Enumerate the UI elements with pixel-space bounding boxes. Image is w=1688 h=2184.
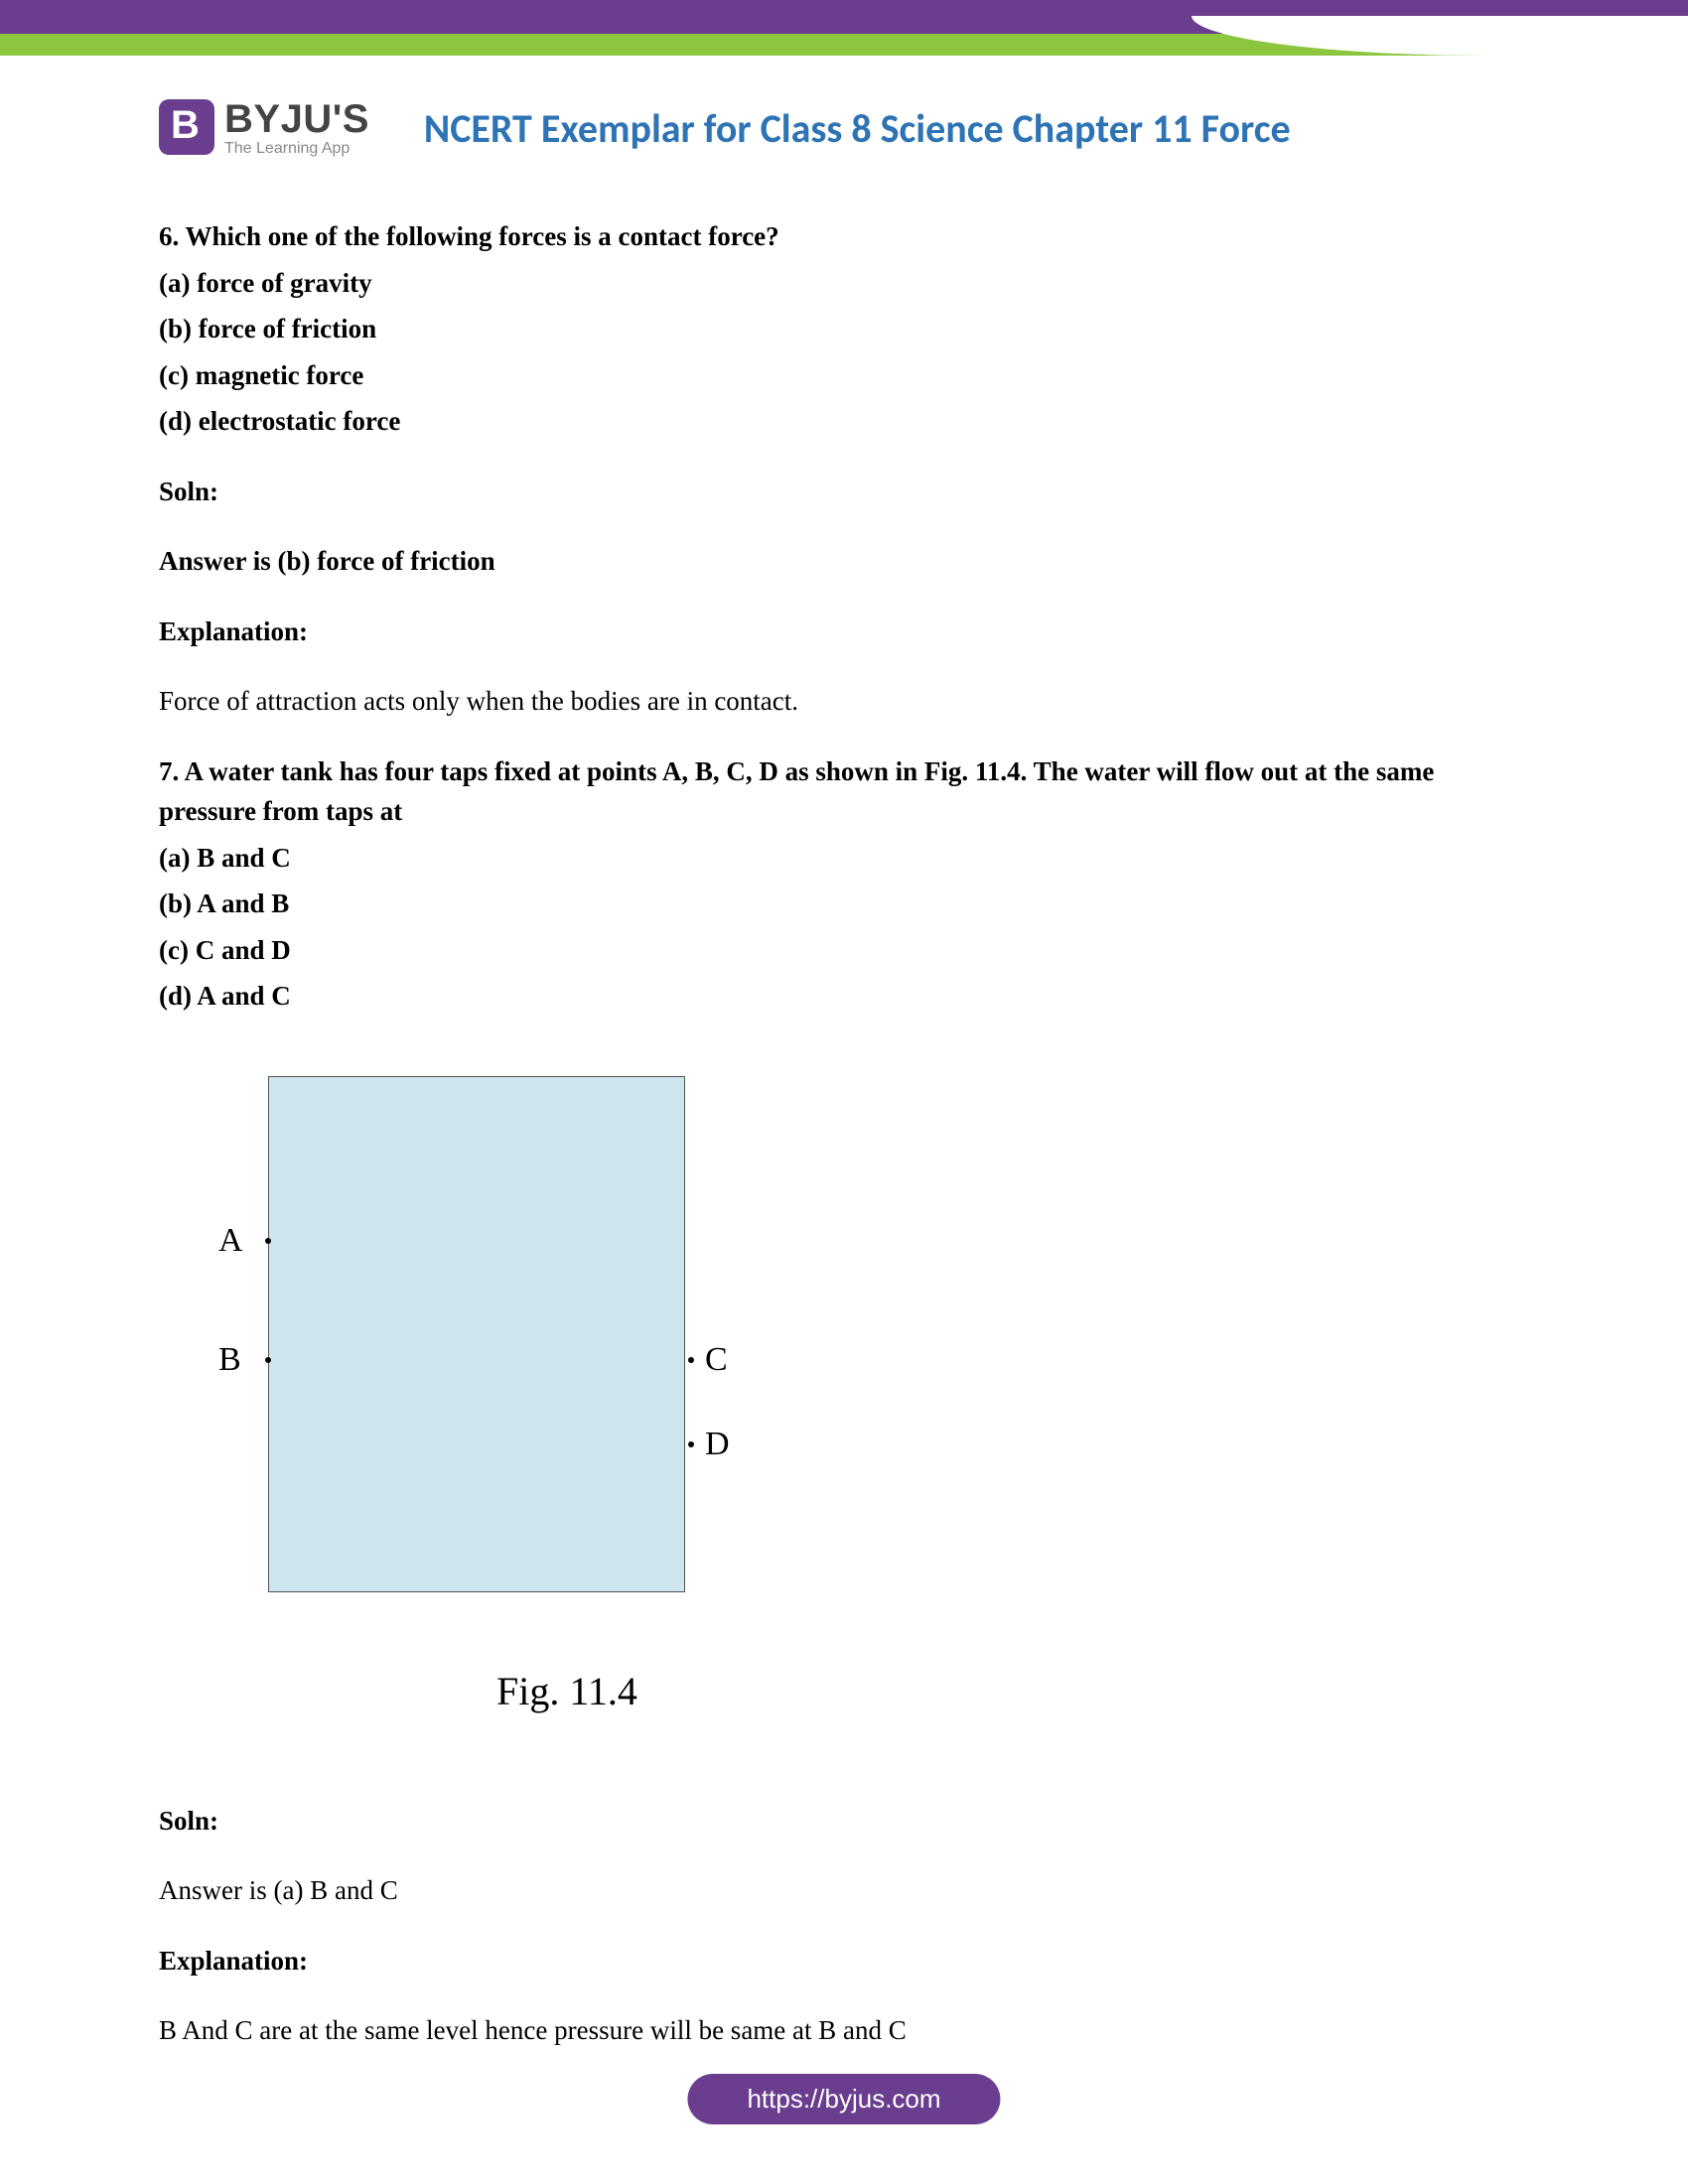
tap-dot-b xyxy=(265,1357,271,1363)
figure-11-4: A B C D xyxy=(189,1076,745,1612)
q6-option-d: (d) electrostatic force xyxy=(159,401,1529,442)
q6-answer: Answer is (b) force of friction xyxy=(159,541,1529,582)
footer-url-pill[interactable]: https://byjus.com xyxy=(687,2074,1000,2124)
brand-tagline: The Learning App xyxy=(224,141,369,157)
tap-dot-d xyxy=(688,1441,694,1447)
q7-explanation-text: B And C are at the same level hence pres… xyxy=(159,2010,1529,2051)
content: 6. Which one of the following forces is … xyxy=(0,187,1688,2051)
footer-url-text: https://byjus.com xyxy=(747,2084,940,2114)
water-tank xyxy=(268,1076,685,1592)
brand-name: BYJU'S xyxy=(224,99,369,139)
q6-explanation-text: Force of attraction acts only when the b… xyxy=(159,681,1529,722)
header: BYJU'S The Learning App NCERT Exemplar f… xyxy=(0,60,1688,187)
q7-answer: Answer is (a) B and C xyxy=(159,1870,1529,1911)
tap-label-c: C xyxy=(705,1334,728,1385)
q7-option-d: (d) A and C xyxy=(159,976,1529,1017)
q7-question: 7. A water tank has four taps fixed at p… xyxy=(159,751,1529,832)
q6-soln-label: Soln: xyxy=(159,472,1529,512)
q6-explanation-label: Explanation: xyxy=(159,612,1529,652)
tap-label-d: D xyxy=(705,1419,730,1469)
logo-text: BYJU'S The Learning App xyxy=(224,99,369,157)
figure-caption: Fig. 11.4 xyxy=(496,1662,1529,1721)
banner-green xyxy=(0,34,1688,56)
q6-option-b: (b) force of friction xyxy=(159,309,1529,349)
tap-label-b: B xyxy=(218,1334,241,1385)
q7-option-a: (a) B and C xyxy=(159,838,1529,879)
tap-dot-c xyxy=(688,1357,694,1363)
top-banner xyxy=(0,0,1688,60)
tap-dot-a xyxy=(265,1238,271,1244)
logo-icon xyxy=(159,99,214,155)
page-title: NCERT Exemplar for Class 8 Science Chapt… xyxy=(424,104,1291,153)
q7-option-b: (b) A and B xyxy=(159,884,1529,924)
q7-explanation-label: Explanation: xyxy=(159,1941,1529,1981)
logo: BYJU'S The Learning App xyxy=(159,99,369,157)
tap-label-a: A xyxy=(218,1215,243,1266)
q6-option-a: (a) force of gravity xyxy=(159,263,1529,304)
q6-option-c: (c) magnetic force xyxy=(159,355,1529,396)
q7-soln-label: Soln: xyxy=(159,1801,1529,1842)
q6-question: 6. Which one of the following forces is … xyxy=(159,216,1529,257)
q7-option-c: (c) C and D xyxy=(159,930,1529,971)
